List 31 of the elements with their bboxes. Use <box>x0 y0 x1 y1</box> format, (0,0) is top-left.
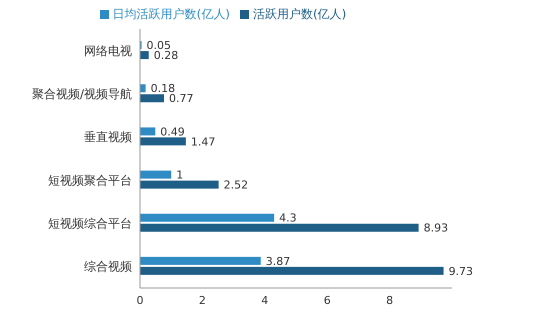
y-tick-label: 网络电视 <box>84 44 132 58</box>
y-tick-label: 综合视频 <box>84 260 132 274</box>
y-tick-label: 垂直视频 <box>84 130 132 144</box>
bar <box>140 137 186 146</box>
x-tick-label: 0 <box>136 294 144 307</box>
bar <box>140 127 156 136</box>
data-label: 8.93 <box>424 222 448 235</box>
x-tick-label: 4 <box>261 294 268 307</box>
y-tick-label: 聚合视频/视频导航 <box>32 87 132 102</box>
bar <box>140 224 419 232</box>
data-label: 9.73 <box>448 264 474 278</box>
x-tick-label: 8 <box>386 294 394 307</box>
y-tick-label: 短视频聚合平台 <box>48 173 132 188</box>
data-label: 4.3 <box>279 212 297 225</box>
data-label: 0.49 <box>160 125 185 138</box>
bar <box>140 170 172 179</box>
legend-label: 活跃用户数(亿人) <box>253 7 346 21</box>
data-label: 1.47 <box>190 135 216 148</box>
bar <box>140 214 274 222</box>
x-tick-label: 2 <box>198 294 206 307</box>
bar <box>140 256 261 265</box>
bar <box>140 51 149 60</box>
data-label: 3.87 <box>266 254 290 268</box>
y-tick-label: 短视频综合平台 <box>48 216 132 231</box>
x-tick-label: 6 <box>324 294 331 307</box>
data-label: 1 <box>176 168 184 182</box>
bar <box>140 266 444 275</box>
legend-label: 日均活跃用户数(亿人) <box>112 7 230 21</box>
bar <box>140 94 164 102</box>
bar <box>140 180 219 189</box>
data-label: 2.52 <box>224 178 248 192</box>
